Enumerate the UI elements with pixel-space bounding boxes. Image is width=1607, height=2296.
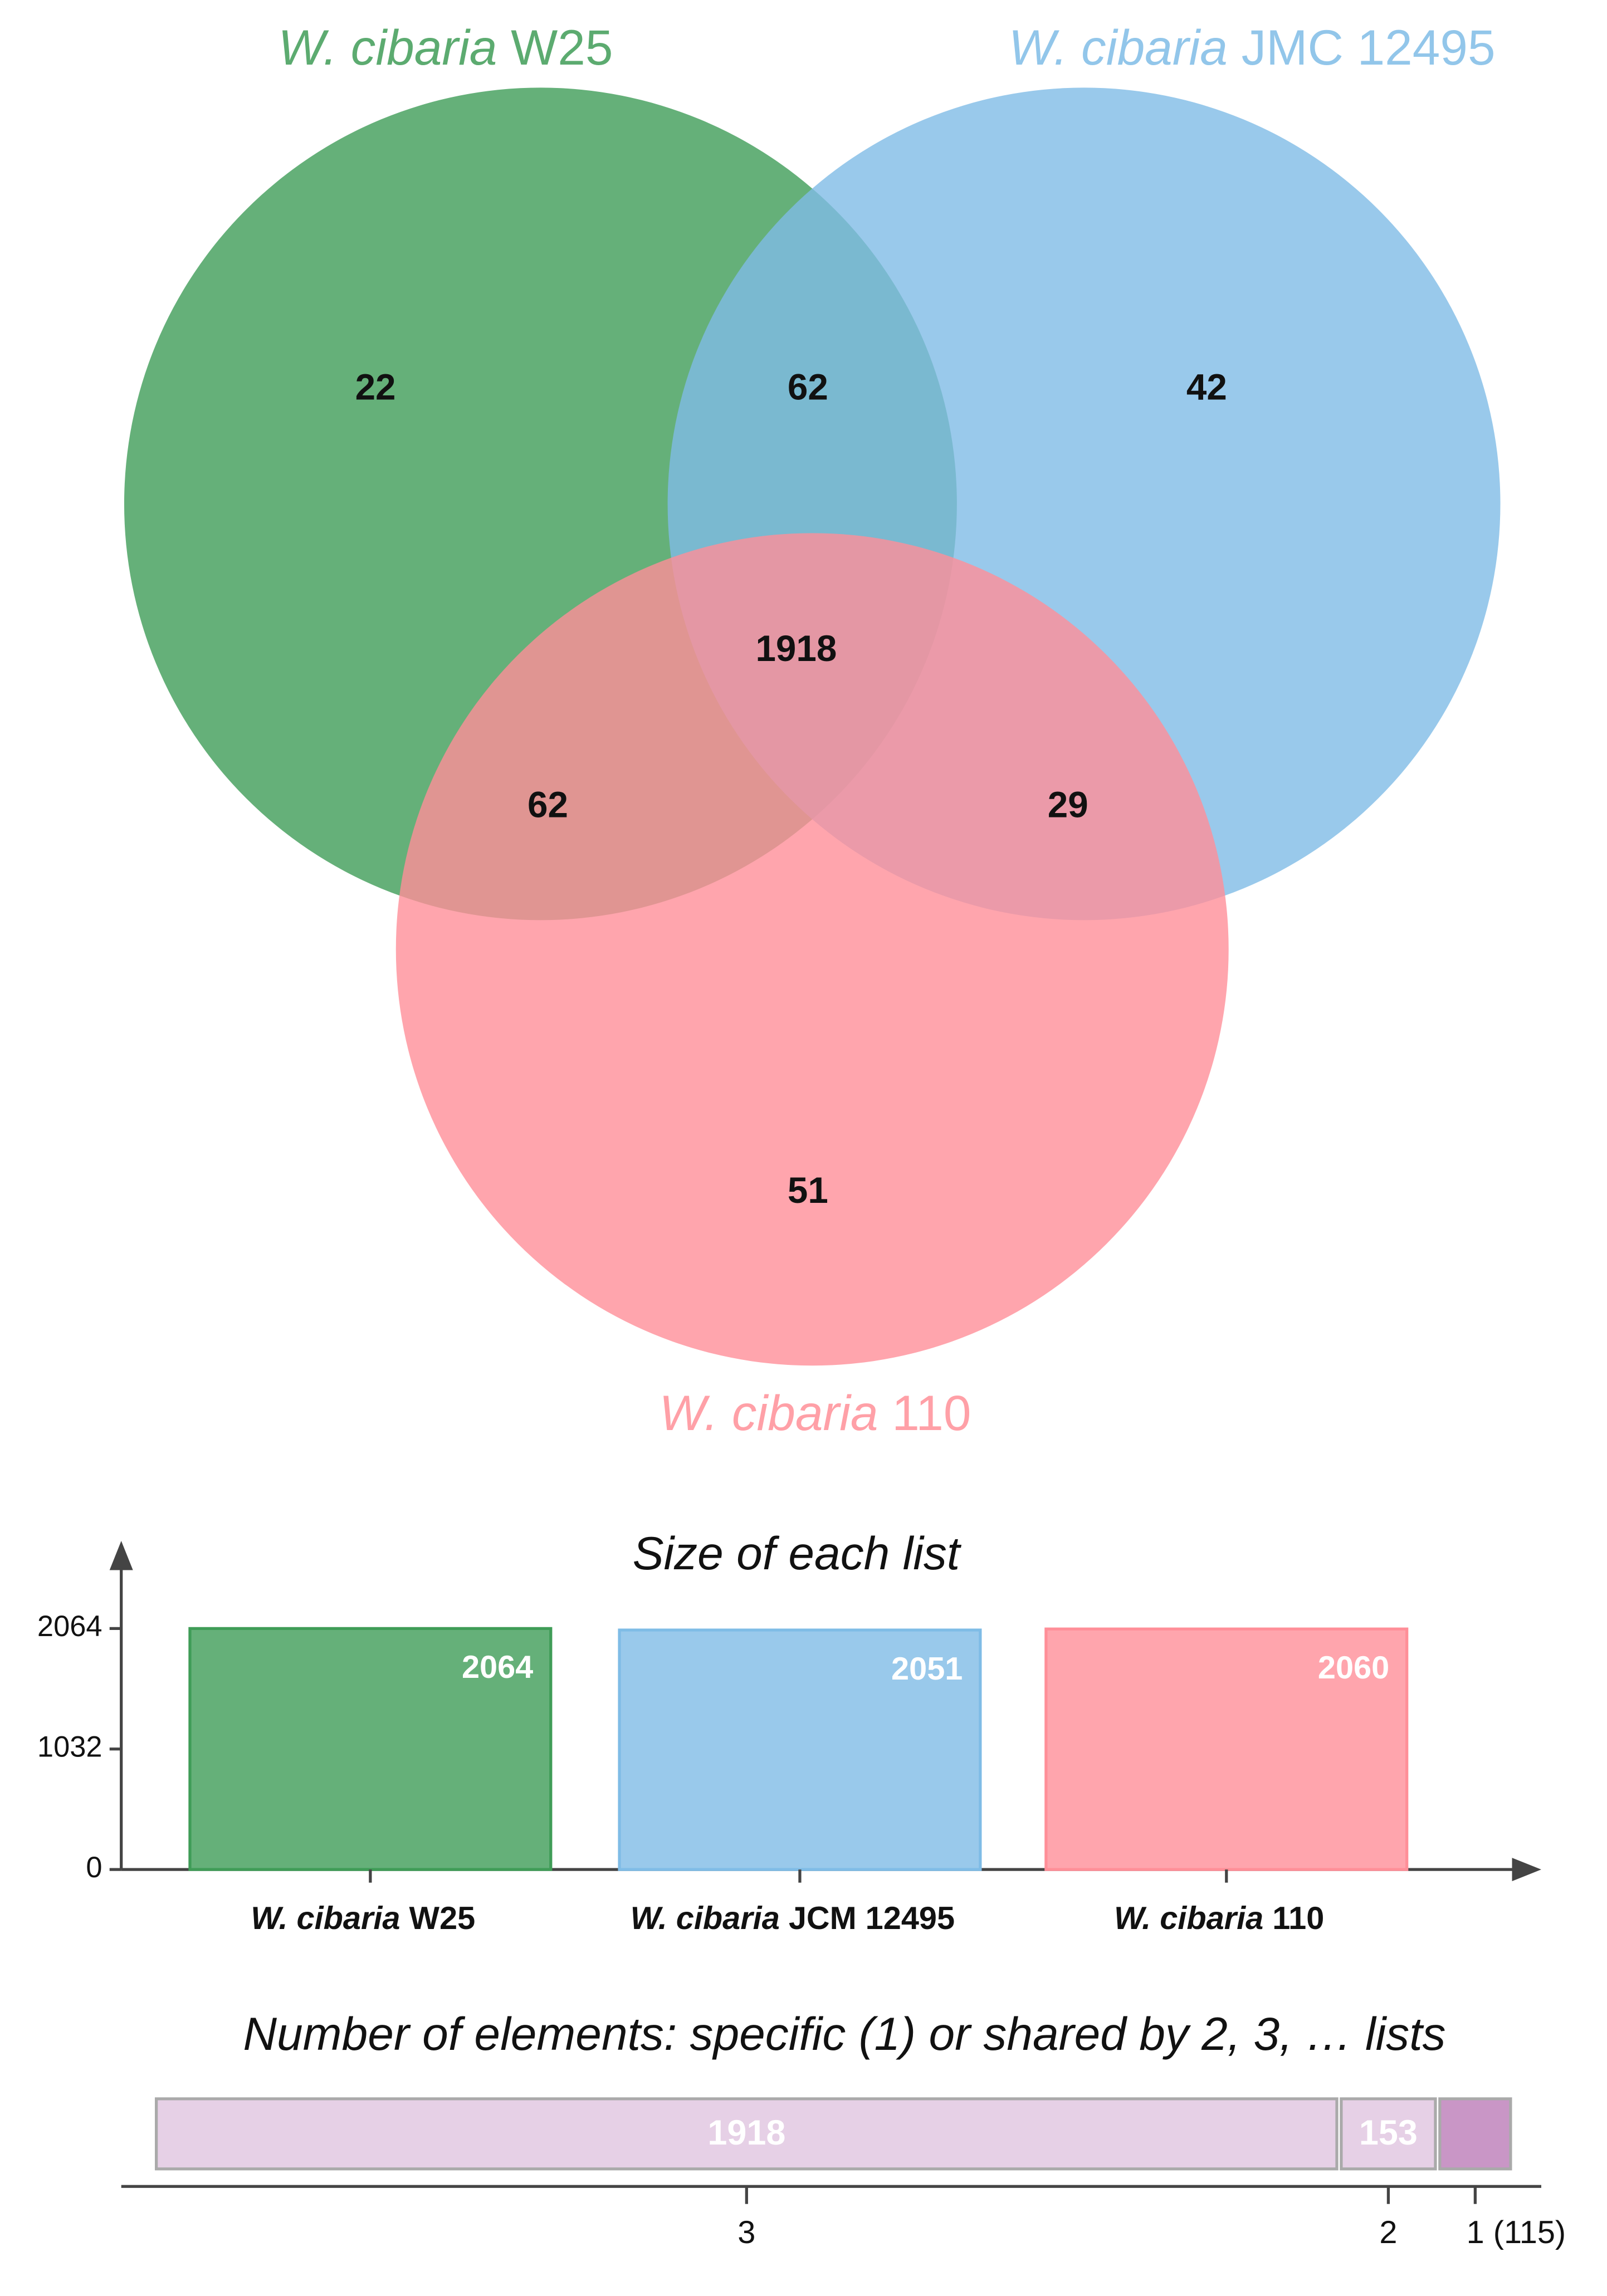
y-tick-label: 1032 bbox=[37, 1731, 102, 1764]
region-count: 1918 bbox=[755, 628, 837, 669]
segment-label: 153 bbox=[1359, 2113, 1418, 2152]
region-count: 51 bbox=[788, 1170, 828, 1211]
chart-title: Size of each list bbox=[633, 1527, 962, 1579]
x-tick-label: W. cibaria 110 bbox=[1114, 1901, 1324, 1936]
x-tick-label: 2 bbox=[1379, 2215, 1397, 2250]
region-count: 42 bbox=[1186, 367, 1227, 408]
x-axis-arrow bbox=[1512, 1858, 1541, 1882]
x-tick-label: W. cibaria JCM 12495 bbox=[631, 1901, 955, 1936]
set-label: W. cibaria JMC 12495 bbox=[1009, 19, 1496, 75]
y-tick-label: 0 bbox=[86, 1852, 102, 1884]
bar bbox=[188, 1627, 553, 1871]
set-label: W. cibaria 110 bbox=[660, 1385, 971, 1441]
region-count: 62 bbox=[788, 367, 828, 408]
region-count: 22 bbox=[355, 367, 396, 408]
bar bbox=[618, 1628, 982, 1871]
bar-value-label: 2060 bbox=[1318, 1650, 1389, 1686]
x-tick-label: 1 (115) bbox=[1467, 2215, 1566, 2250]
x-tick-label: W. cibaria W25 bbox=[251, 1901, 475, 1936]
region-count: 62 bbox=[527, 785, 568, 825]
set-label: W. cibaria W25 bbox=[278, 19, 613, 75]
x-tick-label: 3 bbox=[737, 2215, 755, 2250]
bar bbox=[1044, 1627, 1409, 1871]
segment bbox=[155, 2097, 1339, 2171]
region-count: 29 bbox=[1048, 785, 1088, 825]
y-tick-label: 2064 bbox=[37, 1610, 102, 1643]
segment bbox=[1340, 2097, 1437, 2171]
segment bbox=[1438, 2097, 1512, 2171]
bar-value-label: 2064 bbox=[462, 1649, 533, 1685]
chart-title: Number of elements: specific (1) or shar… bbox=[243, 2008, 1445, 2060]
bar-value-label: 2051 bbox=[891, 1651, 963, 1687]
y-axis-arrow bbox=[109, 1541, 133, 1570]
segment-label: 1918 bbox=[707, 2113, 785, 2152]
venn-circle bbox=[395, 533, 1229, 1366]
